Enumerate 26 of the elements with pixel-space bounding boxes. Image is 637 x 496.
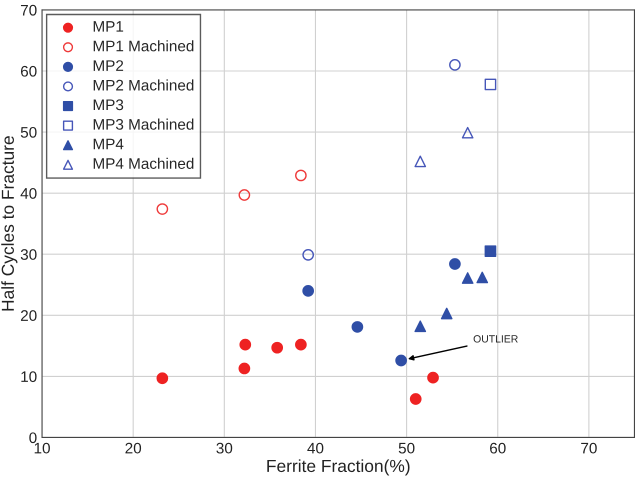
- legend-label: MP4 Machined: [94, 158, 194, 169]
- y-tick-label: 20: [20, 310, 37, 321]
- x-tick-label: 40: [307, 442, 324, 454]
- legend-label: MP1 Machined: [94, 40, 194, 52]
- x-tick-label: 50: [398, 442, 414, 454]
- y-tick-label: 40: [20, 188, 37, 199]
- legend-label: MP3: [94, 99, 124, 110]
- legend-label: MP2 Machined: [94, 79, 194, 91]
- annotation: OUTLIER: [474, 335, 518, 343]
- legend-label: MP1: [94, 21, 124, 32]
- x-tick-label: 20: [125, 442, 142, 454]
- y-tick-label: 70: [20, 4, 37, 16]
- y-tick-label: 0: [29, 432, 37, 444]
- y-tick-label: 60: [20, 66, 37, 77]
- y-tick-label: 10: [21, 371, 37, 382]
- legend-label: MP2: [94, 60, 124, 71]
- y-tick-label: 30: [20, 249, 37, 260]
- legend-label: MP3 Machined: [94, 118, 194, 130]
- x-tick-label: 60: [490, 442, 506, 454]
- x-tick-label: 30: [216, 442, 232, 454]
- x-tick-label: 10: [34, 442, 50, 454]
- y-tick-label: 50: [20, 126, 37, 138]
- x-axis-title: Ferrite Fraction(%): [267, 459, 410, 476]
- x-tick-label: 70: [581, 442, 597, 454]
- legend-label: MP4: [94, 138, 124, 150]
- y-axis-title: Half Cycles to Fracture: [1, 136, 18, 311]
